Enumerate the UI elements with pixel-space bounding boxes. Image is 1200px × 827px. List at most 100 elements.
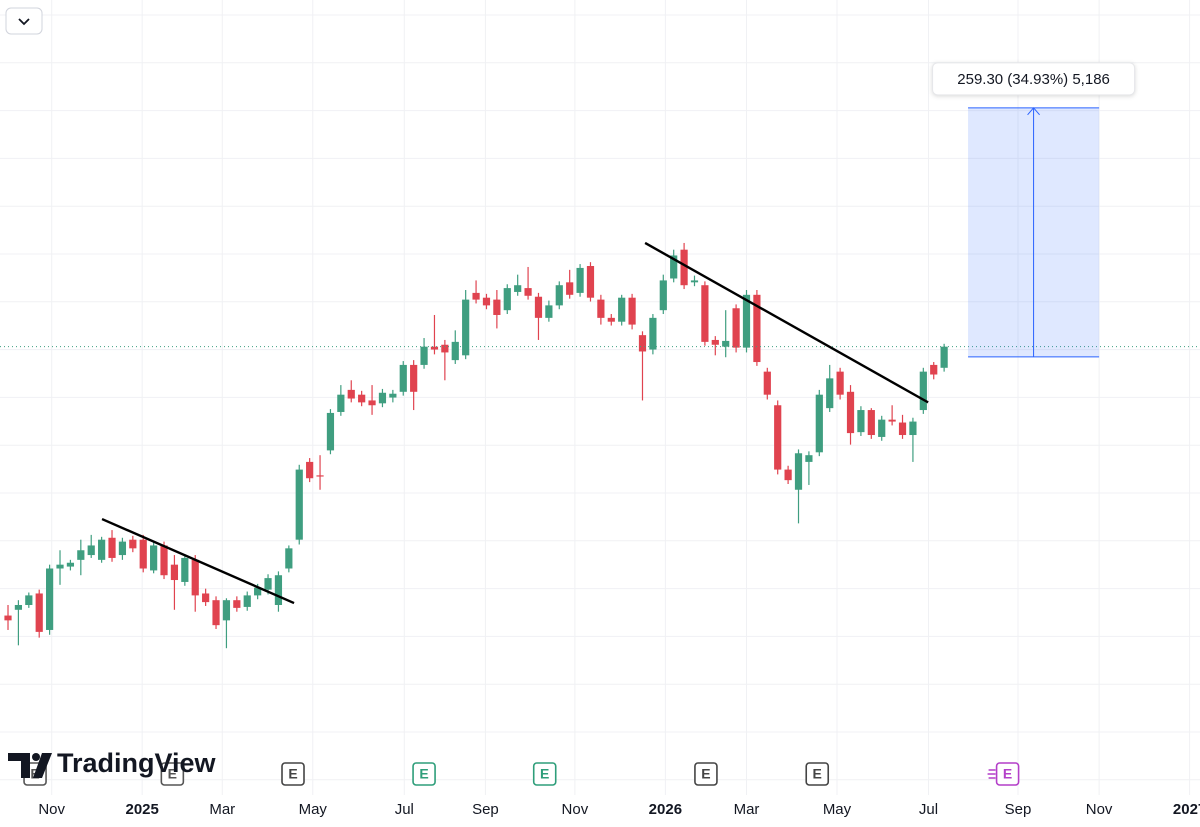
candle-body <box>555 285 563 306</box>
event-icon <box>532 762 557 786</box>
event-marker: E <box>281 762 305 786</box>
candle-body <box>857 410 865 433</box>
x-tick-label: Sep <box>472 801 499 818</box>
candle-body <box>888 419 896 422</box>
candle-body <box>87 545 95 556</box>
candle-body <box>618 297 626 322</box>
candle-body <box>274 575 283 605</box>
measure-label-box <box>932 62 1136 96</box>
x-tick-label: Nov <box>38 801 65 818</box>
event-marker: E <box>412 762 436 786</box>
candle-body <box>482 297 491 306</box>
candle-body <box>14 604 23 610</box>
x-tick-label: Jul <box>919 801 938 818</box>
candle-body <box>441 344 449 353</box>
candle-body <box>898 422 907 436</box>
event-marker: E <box>694 762 718 786</box>
arrow-head <box>1027 107 1040 116</box>
event-label: E <box>1003 766 1012 782</box>
candle-body <box>711 339 719 345</box>
candle-body <box>670 255 678 279</box>
candle-body <box>566 282 574 295</box>
button-frame[interactable] <box>5 7 43 35</box>
candle-body <box>285 548 293 569</box>
candle-body <box>160 545 168 576</box>
candle-body <box>576 267 584 293</box>
event-label: E <box>419 766 428 782</box>
candle-body <box>701 285 709 342</box>
candle-body <box>347 389 355 399</box>
candle-body <box>815 394 823 453</box>
candle-body <box>493 299 501 315</box>
candle-body <box>316 475 324 477</box>
logo-mark <box>33 753 52 778</box>
event-label: E <box>168 766 177 782</box>
overlay: 259.30 (34.93%) 5,186EEEEEEEE <box>23 62 1136 786</box>
candle-body <box>399 364 407 392</box>
x-tick-label: May <box>299 801 328 818</box>
candle-body <box>222 600 231 621</box>
event-label: E <box>813 766 822 782</box>
x-tick-label: 2026 <box>649 801 682 818</box>
event-flag <box>987 769 996 779</box>
candle-body <box>846 391 855 434</box>
candle-body <box>534 296 543 318</box>
event-icon <box>412 762 436 786</box>
event-label: E <box>701 766 710 782</box>
candle-body <box>784 469 792 481</box>
candle-body <box>181 557 189 582</box>
candle-body <box>607 317 615 322</box>
event-icon <box>694 762 718 786</box>
watermark: TradingView <box>57 748 217 778</box>
candle-body <box>462 299 470 356</box>
candle-body <box>514 285 522 292</box>
candle-body <box>368 400 376 406</box>
candle-body <box>545 305 553 318</box>
candle-body <box>326 412 335 451</box>
x-tick-label: 2025 <box>125 801 158 818</box>
candle-body <box>35 593 43 632</box>
candle-body <box>4 615 12 621</box>
candle-body <box>930 364 938 375</box>
event-icon <box>160 762 185 786</box>
candle-body <box>680 249 688 286</box>
dropdown-button[interactable] <box>5 7 43 35</box>
candle-body <box>628 297 636 325</box>
x-tick-label: May <box>823 801 852 818</box>
candle-body <box>202 593 210 603</box>
candle-body <box>763 371 771 395</box>
event-marker: E <box>532 762 557 786</box>
candle-body <box>98 539 106 560</box>
event-marker: E <box>160 762 185 786</box>
event-label: E <box>540 766 549 782</box>
candle-body <box>420 346 428 365</box>
x-tick-label: Jul <box>395 801 414 818</box>
candle-body <box>742 294 751 348</box>
candle-body <box>306 461 314 479</box>
candle-body <box>295 469 303 540</box>
event-icon <box>805 762 830 786</box>
candle-body <box>753 294 761 363</box>
candle-body <box>233 600 241 608</box>
candle-body <box>451 341 459 361</box>
candle-body <box>597 299 605 318</box>
candle-body <box>472 292 480 300</box>
candle-body <box>358 394 366 403</box>
x-tick-label: Nov <box>1086 801 1113 818</box>
x-tick-label: 2027 <box>1173 801 1200 818</box>
candle-body <box>836 371 844 395</box>
candle-body <box>805 455 813 462</box>
candle-body <box>649 317 657 350</box>
candle-body <box>867 410 875 436</box>
candle-body <box>254 587 262 596</box>
candle-body <box>389 393 397 398</box>
event-icon <box>995 762 1020 786</box>
candle-body <box>150 545 158 571</box>
logo-mark <box>8 753 30 778</box>
candle-body <box>722 340 730 347</box>
measure-label: 259.30 (34.93%) 5,186 <box>957 71 1110 88</box>
candle-body <box>108 537 116 558</box>
x-tick-label: Nov <box>562 801 589 818</box>
trendline <box>644 241 929 404</box>
